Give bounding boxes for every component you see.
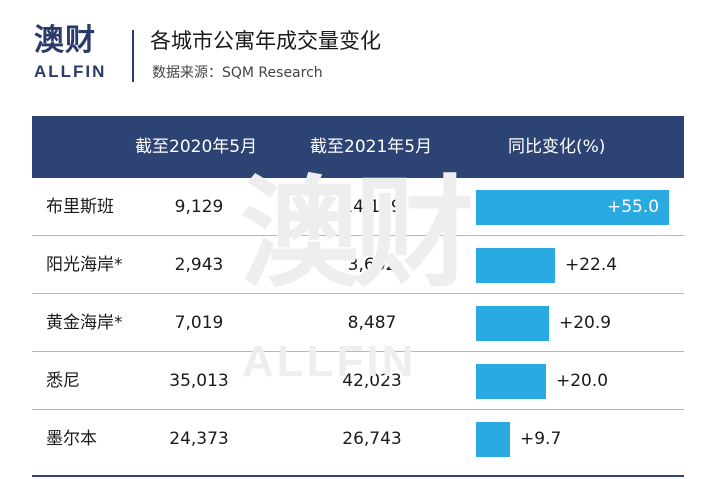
table-bottom-line xyxy=(32,475,684,477)
data-source: 数据来源：SQM Research xyxy=(152,65,323,81)
allfin-logo: 澳财 ALLFIN xyxy=(34,24,124,86)
change-bar xyxy=(476,364,546,399)
value-2020: 7,019 xyxy=(174,313,224,333)
column-header-2020: 截至2020年5月 xyxy=(135,137,258,157)
column-header-change: 同比变化(%) xyxy=(508,137,606,157)
value-2020: 35,013 xyxy=(169,371,229,391)
change-bar xyxy=(476,248,555,283)
change-label: +55.0 xyxy=(607,197,660,217)
table-header: 截至2020年5月 截至2021年5月 同比变化(%) xyxy=(32,116,684,178)
city-name: 黄金海岸* xyxy=(46,313,123,333)
logo-chinese-text: 澳财 xyxy=(34,23,96,58)
value-2021: 14,149 xyxy=(342,197,402,217)
chart-title: 各城市公寓年成交量变化 xyxy=(150,29,381,53)
row-divider xyxy=(32,409,684,410)
change-label: +20.9 xyxy=(559,313,612,333)
change-bar xyxy=(476,422,510,457)
row-divider xyxy=(32,293,684,294)
change-label: +9.7 xyxy=(520,429,562,449)
row-divider xyxy=(32,351,684,352)
city-name: 布里斯班 xyxy=(46,197,114,217)
change-label: +22.4 xyxy=(565,255,618,275)
table-row: 黄金海岸* 7,019 8,487 +20.9 xyxy=(32,294,684,352)
change-label: +20.0 xyxy=(556,371,609,391)
logo-english-text: ALLFIN xyxy=(34,62,107,81)
row-divider xyxy=(32,235,684,236)
city-name: 阳光海岸* xyxy=(46,255,123,275)
table-row: 墨尔本 24,373 26,743 +9.7 xyxy=(32,410,684,468)
city-name: 悉尼 xyxy=(46,371,80,391)
value-2021: 26,743 xyxy=(342,429,402,449)
value-2021: 42,023 xyxy=(342,371,402,391)
value-2020: 2,943 xyxy=(174,255,224,275)
table-row: 布里斯班 9,129 14,149 +55.0 xyxy=(32,178,684,236)
column-header-2021: 截至2021年5月 xyxy=(310,137,433,157)
table-row: 悉尼 35,013 42,023 +20.0 xyxy=(32,352,684,410)
value-2021: 8,487 xyxy=(347,313,397,333)
header-divider xyxy=(132,30,134,82)
change-bar xyxy=(476,306,549,341)
change-bar xyxy=(476,190,669,225)
value-2021: 3,602 xyxy=(347,255,397,275)
data-table: 截至2020年5月 截至2021年5月 同比变化(%) 布里斯班 9,129 14,… xyxy=(32,116,684,477)
city-name: 墨尔本 xyxy=(46,429,97,449)
value-2020: 9,129 xyxy=(174,197,224,217)
value-2020: 24,373 xyxy=(169,429,229,449)
table-row: 阳光海岸* 2,943 3,602 +22.4 xyxy=(32,236,684,294)
